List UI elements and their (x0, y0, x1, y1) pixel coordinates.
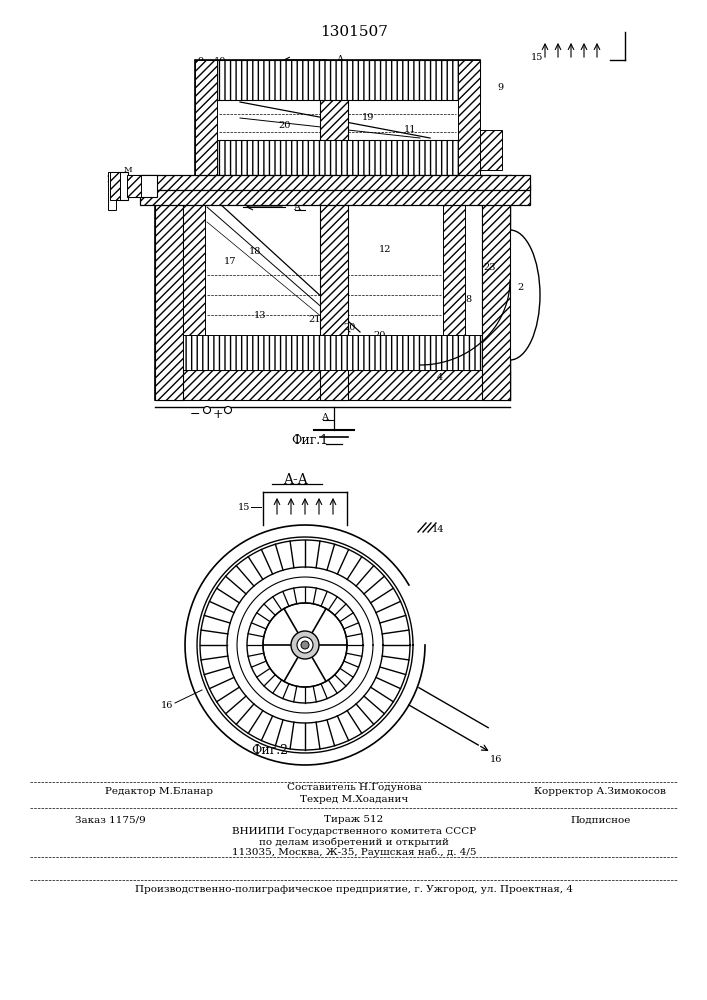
Text: 20: 20 (279, 120, 291, 129)
Text: A: A (322, 412, 329, 422)
Text: 18: 18 (249, 247, 261, 256)
Bar (458, 60, 480, 175)
Text: 7: 7 (207, 143, 213, 152)
Bar (320, 60, 348, 175)
Text: 15: 15 (238, 502, 250, 512)
Text: 2: 2 (517, 284, 523, 292)
Text: 16: 16 (160, 700, 173, 710)
Bar (183, 190, 205, 335)
Bar (127, 175, 157, 197)
Text: Заказ 1175/9: Заказ 1175/9 (75, 816, 146, 824)
Text: Корректор А.Зимокосов: Корректор А.Зимокосов (534, 788, 666, 796)
Text: Техред М.Хоаданич: Техред М.Хоаданич (300, 796, 408, 804)
Circle shape (263, 603, 347, 687)
Circle shape (225, 406, 231, 414)
Bar (140, 175, 530, 190)
Text: 20: 20 (374, 330, 386, 340)
Text: A: A (337, 55, 344, 64)
Bar (155, 370, 510, 400)
Circle shape (297, 637, 313, 653)
Text: +: + (213, 408, 223, 420)
Text: Тираж 512: Тираж 512 (325, 816, 384, 824)
Text: 19: 19 (362, 113, 374, 122)
Text: 8: 8 (465, 296, 471, 304)
Circle shape (301, 641, 309, 649)
Text: ВНИИПИ Государственного комитета СССР: ВНИИПИ Государственного комитета СССР (232, 828, 476, 836)
Text: 9: 9 (497, 84, 503, 93)
Text: 5: 5 (197, 119, 203, 128)
Text: 13: 13 (254, 310, 267, 320)
Text: 21: 21 (309, 316, 321, 324)
Text: 22: 22 (107, 176, 119, 184)
Text: 14: 14 (432, 524, 444, 534)
Bar (183, 190, 482, 370)
Text: M: M (124, 166, 132, 174)
Text: 1: 1 (195, 86, 201, 95)
Bar (195, 60, 480, 175)
Text: 11: 11 (404, 125, 416, 134)
Bar (110, 172, 128, 200)
Bar (482, 190, 510, 400)
Text: 3: 3 (197, 101, 203, 109)
Text: 6: 6 (197, 138, 203, 147)
Text: 17: 17 (223, 257, 236, 266)
Text: 8: 8 (294, 629, 300, 638)
Circle shape (291, 631, 319, 659)
Text: Фиг.1: Фиг.1 (291, 434, 329, 446)
Text: 1301507: 1301507 (320, 25, 388, 39)
Text: 10: 10 (214, 57, 226, 66)
Bar (195, 140, 480, 175)
Bar (127, 175, 141, 197)
Bar (183, 335, 482, 370)
Bar (443, 190, 465, 335)
Text: 23: 23 (484, 263, 496, 272)
Text: по делам изобретений и открытий: по делам изобретений и открытий (259, 837, 449, 847)
Text: 15: 15 (531, 53, 544, 62)
Bar (155, 190, 510, 400)
Bar (195, 60, 217, 175)
Bar (155, 190, 183, 400)
Text: 12: 12 (379, 245, 391, 254)
Text: A: A (293, 202, 300, 212)
Text: Производственно-полиграфическое предприятие, г. Ужгород, ул. Проектная, 4: Производственно-полиграфическое предприя… (135, 886, 573, 894)
Text: Редактор М.Бланар: Редактор М.Бланар (105, 788, 213, 796)
Text: Подписное: Подписное (570, 816, 631, 824)
Circle shape (204, 406, 211, 414)
Text: Составитель Н.Годунова: Составитель Н.Годунова (286, 784, 421, 792)
Text: 9: 9 (197, 57, 203, 66)
Bar (140, 185, 530, 205)
Text: 4: 4 (437, 373, 443, 382)
Text: A-A: A-A (283, 473, 308, 487)
Bar (320, 190, 348, 400)
Bar (195, 60, 480, 100)
Text: 20: 20 (344, 324, 356, 332)
Bar (480, 130, 502, 170)
Text: Фиг.2: Фиг.2 (252, 744, 288, 756)
Bar (108, 172, 116, 210)
Text: 9: 9 (473, 68, 479, 77)
Bar (110, 172, 120, 200)
Text: 16: 16 (489, 756, 502, 764)
Text: 113035, Москва, Ж-35, Раушская наб., д. 4/5: 113035, Москва, Ж-35, Раушская наб., д. … (232, 847, 477, 857)
Text: −: − (189, 408, 200, 420)
